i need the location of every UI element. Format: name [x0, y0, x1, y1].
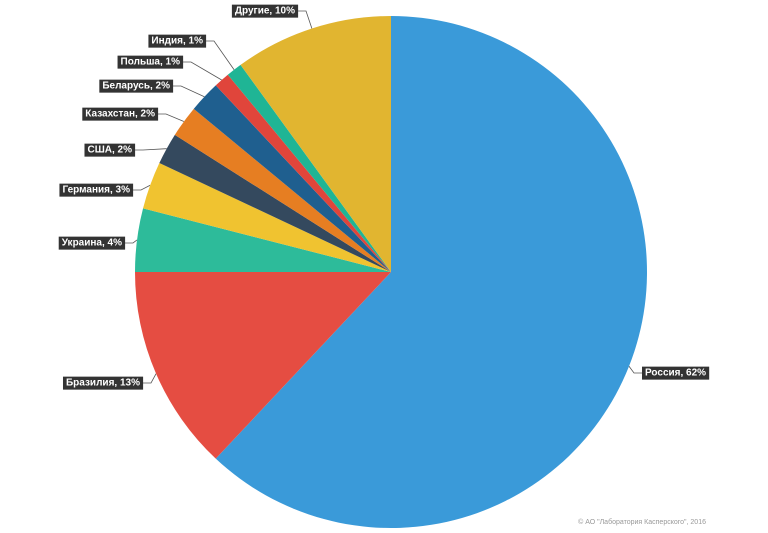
label-box [148, 34, 207, 48]
pie-slice [135, 208, 391, 272]
slice-label: Германия, 3% [62, 185, 130, 196]
label-box [58, 236, 126, 250]
leader-line [143, 373, 157, 384]
label-box [642, 366, 710, 380]
label-box [82, 107, 159, 121]
leaders [125, 10, 642, 384]
credit: © АО "Лаборатория Касперского", 2016 [578, 518, 706, 526]
leader-line [158, 113, 185, 122]
slice-label: Индия, 1% [151, 36, 203, 47]
label-box [231, 4, 299, 18]
slice-label: Польша, 1% [121, 57, 181, 68]
pie-slice [240, 16, 391, 272]
leader-line [173, 85, 205, 98]
label-box [59, 183, 134, 197]
pie-slice [159, 134, 391, 272]
label-box [84, 143, 136, 157]
slice-label: Бразилия, 13% [66, 378, 140, 389]
label-box [99, 79, 174, 93]
slice-label: Беларусь, 2% [102, 81, 170, 92]
slice-label: Другие, 10% [235, 6, 295, 17]
pie-slice [174, 108, 391, 272]
pie-slice [227, 64, 391, 272]
slice-label: Россия, 62% [645, 368, 706, 379]
leader-line [298, 10, 313, 29]
pie-slice [193, 85, 391, 272]
slice-label: США, 2% [87, 145, 132, 156]
leader-line [183, 61, 222, 81]
leader-line [135, 148, 167, 151]
leader-line [133, 184, 151, 191]
slices [135, 16, 648, 528]
labels: Россия, 62% Бразилия, 13% Украина, 4% Герма… [58, 4, 710, 390]
pie-slice [135, 272, 391, 459]
slice-label: Украина, 4% [62, 238, 122, 249]
label-box [62, 376, 144, 390]
pie-slice [143, 163, 391, 272]
leader-line [125, 239, 138, 244]
slice-label: Казахстан, 2% [85, 109, 155, 120]
pie-slice [215, 74, 391, 272]
label-box [117, 55, 184, 69]
leader-line [628, 366, 642, 374]
pie-slice [215, 16, 648, 528]
leader-line [206, 40, 235, 70]
